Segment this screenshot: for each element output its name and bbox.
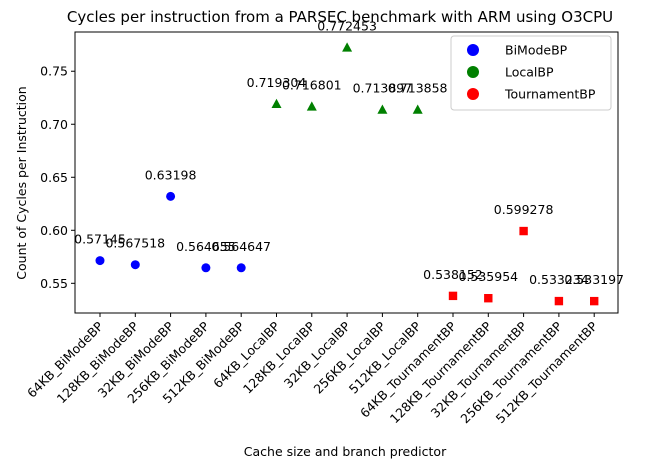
data-point	[236, 263, 246, 273]
data-label: 0.599278	[494, 202, 554, 217]
legend-label: BiModeBP	[505, 43, 568, 58]
legend: BiModeBP LocalBP TournamentBP	[450, 35, 612, 111]
data-label: 0.719304	[247, 75, 307, 90]
data-label: 0.535954	[458, 269, 518, 284]
data-label: 0.533234	[529, 272, 589, 287]
data-label: 0.564647	[211, 239, 271, 254]
y-tick-label: 0.65	[40, 170, 68, 185]
y-tick-label: 0.70	[40, 117, 68, 132]
data-label: 0.533197	[564, 272, 624, 287]
data-label: 0.713858	[388, 81, 448, 96]
plot-frame	[74, 31, 619, 314]
data-point	[554, 296, 564, 306]
data-label: 0.713897	[353, 81, 413, 96]
data-label: 0.564655	[176, 239, 236, 254]
data-point	[412, 104, 423, 114]
chart-title: Cycles per instruction from a PARSEC ben…	[67, 8, 613, 26]
data-point	[130, 260, 140, 270]
data-point	[201, 263, 211, 273]
data-label: 0.57145	[74, 232, 126, 247]
data-point	[519, 226, 528, 236]
x-axis: 64KB_BiModeBP128KB_BiModeBP32KB_BiModeBP…	[24, 313, 601, 426]
legend-label: TournamentBP	[504, 87, 596, 102]
y-axis-label: Count of Cycles per Instruction	[14, 86, 29, 279]
data-point	[95, 256, 105, 266]
data-point	[377, 104, 388, 114]
data-label: 0.63198	[145, 167, 197, 182]
data-point	[306, 101, 317, 111]
data-label: 0.538152	[423, 267, 483, 282]
legend-marker	[467, 44, 479, 56]
data-point	[342, 42, 353, 52]
legend-marker	[467, 88, 479, 100]
legend-label: LocalBP	[505, 65, 554, 80]
legend-box	[450, 35, 612, 111]
y-tick-label: 0.55	[40, 276, 68, 291]
data-point	[448, 291, 458, 301]
data-label: 0.772453	[317, 18, 377, 33]
data-label: 0.716801	[282, 77, 342, 92]
data-label: 0.567518	[105, 236, 165, 251]
y-axis: 0.55 0.60 0.65 0.70 0.75	[40, 64, 75, 291]
legend-marker	[467, 66, 479, 78]
x-axis-label: Cache size and branch predictor	[244, 444, 447, 459]
data-point	[271, 98, 282, 109]
y-tick-label: 0.75	[40, 64, 68, 79]
y-tick-label: 0.60	[40, 223, 68, 238]
data-point	[484, 294, 493, 303]
data-point	[590, 296, 599, 306]
data-point	[166, 191, 176, 201]
